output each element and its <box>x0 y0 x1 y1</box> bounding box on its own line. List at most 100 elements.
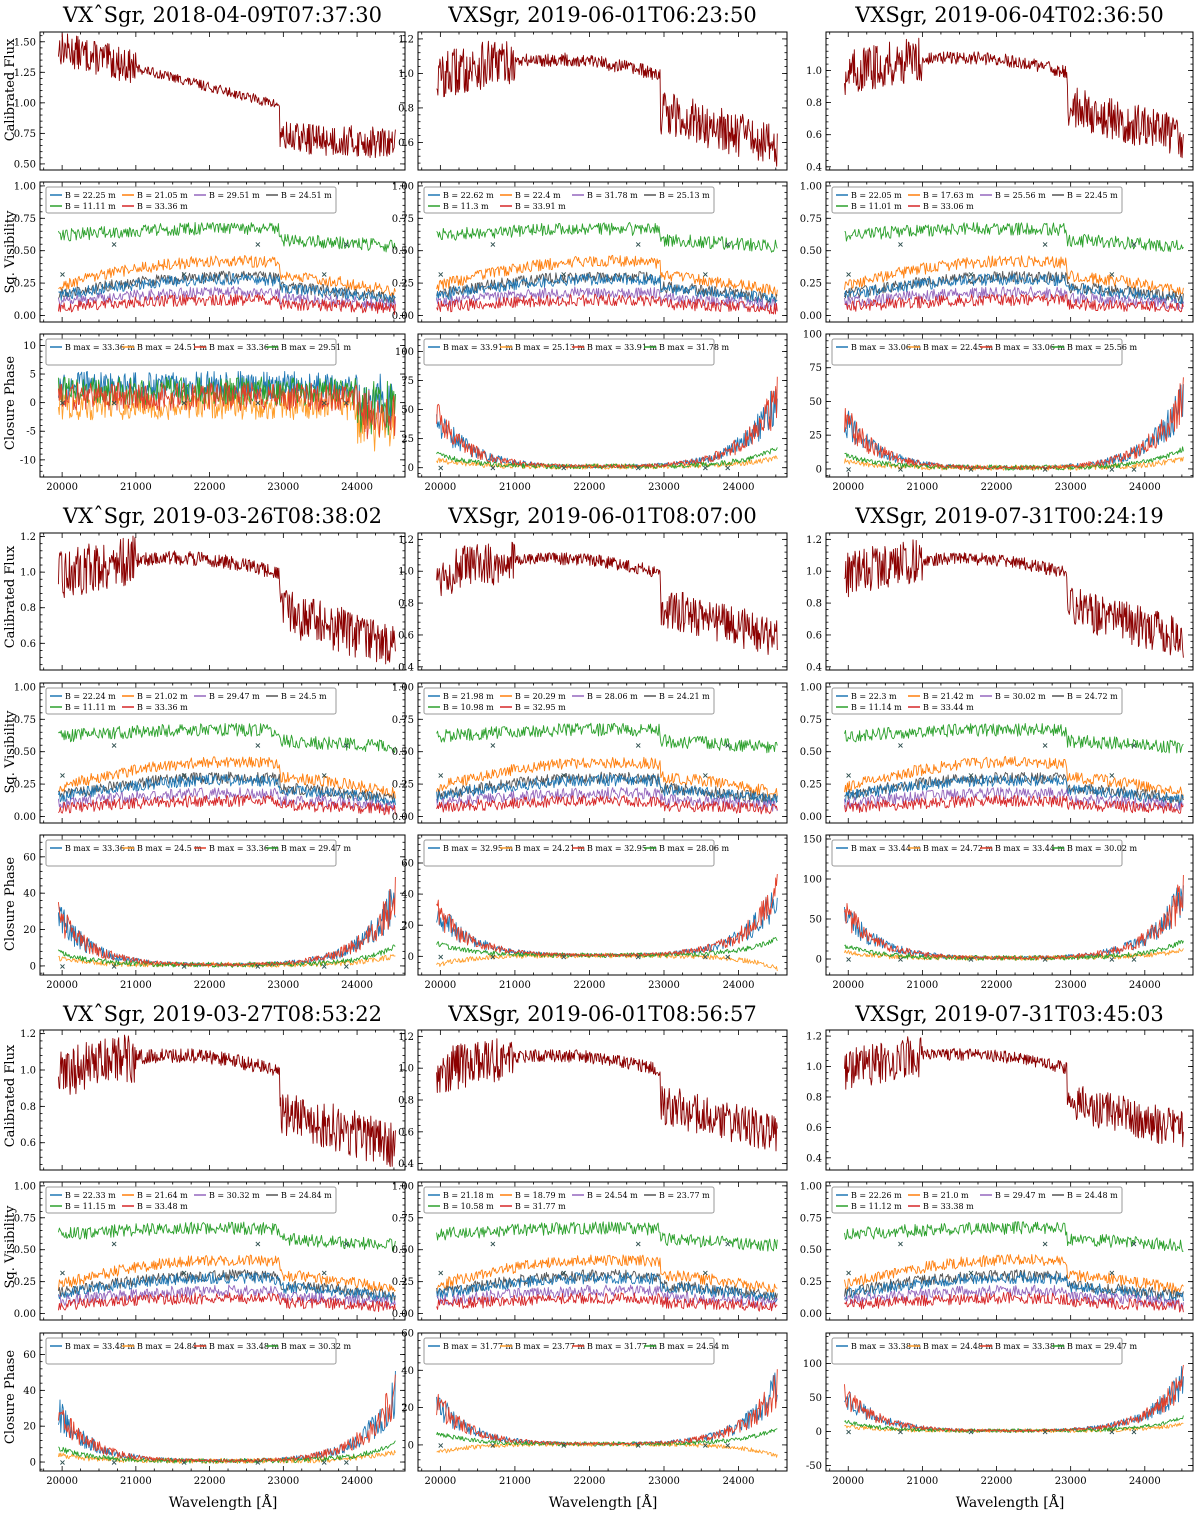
legend-entry: B max = 33.91 m <box>443 343 514 352</box>
closure-phase-marker: × <box>724 1441 731 1450</box>
closure-phase-series-3 <box>844 1364 1184 1433</box>
closure-phase-marker: × <box>1131 955 1138 964</box>
legend-entry: B = 33.36 m <box>137 703 188 712</box>
y-tick-label: 1.0 <box>398 69 414 80</box>
panel-4: VXˆSgr, 2019-03-26T08:38:02 0.6 0.8 1.0 1.2 0… <box>14 504 406 991</box>
x-tick-label: 21000 <box>120 482 152 493</box>
visibility-series-1 <box>57 774 396 806</box>
legend-entry: B = 22.33 m <box>65 1191 116 1200</box>
visibility-series-2 <box>436 254 778 298</box>
y-tick-label: 0.6 <box>806 130 822 141</box>
axes-frame <box>825 1332 1194 1472</box>
y-tick-label: 1.0 <box>806 567 822 578</box>
legend-box <box>45 1186 337 1214</box>
axes-frame <box>825 834 1194 976</box>
visibility-series-5 <box>436 1221 778 1252</box>
x-tick-label: 21000 <box>120 980 152 991</box>
y-tick-label: 0 <box>816 1427 822 1438</box>
x-tick-label: 21000 <box>120 1476 152 1487</box>
x-tick-label: 23000 <box>648 1476 680 1487</box>
closure-phase-marker: × <box>181 962 188 971</box>
visibility-marker: × <box>560 270 567 279</box>
legend-entry: B max = 33.36 m <box>209 844 280 853</box>
x-tick-label: 21000 <box>906 1476 938 1487</box>
visibility-series-1 <box>436 1272 778 1303</box>
closure-phase-marker: × <box>437 1441 444 1450</box>
y-tick-label: 0 <box>408 952 414 963</box>
legend-entry: B = 29.47 m <box>209 692 260 701</box>
visibility-series-4 <box>844 1269 1184 1302</box>
y-tick-label: 0 <box>408 1440 414 1451</box>
legend-box <box>831 1186 1123 1214</box>
legend-entry: B max = 31.77 m <box>443 1342 514 1351</box>
closure-phase-marker: × <box>59 399 66 408</box>
visibility-marker: × <box>111 240 118 249</box>
flux-spectrum-line <box>436 1038 778 1152</box>
y-tick-label: 0.8 <box>806 599 822 610</box>
closure-phase-series-3 <box>57 1374 396 1463</box>
visibility-series-1 <box>844 1271 1184 1302</box>
y-tick-label: 0.25 <box>392 279 414 290</box>
visibility-series-6 <box>844 294 1184 313</box>
vis-ylabel-1: Sq. Visibility <box>3 210 18 294</box>
visibility-series-5 <box>58 722 396 753</box>
visibility-series-1 <box>844 774 1184 806</box>
legend-entry: B = 11.3 m <box>443 202 489 211</box>
visibility-marker: × <box>1042 240 1049 249</box>
closure-phase-marker: × <box>490 1441 497 1450</box>
flux-spectrum-line <box>436 541 778 655</box>
visibility-series-5 <box>844 222 1184 253</box>
legend-entry: B = 33.36 m <box>137 202 188 211</box>
panel-title: VXˆSgr, 2019-03-26T08:38:02 <box>62 504 382 528</box>
panel-9: VXSgr, 2019-07-31T03:45:03 0.4 0.6 0.8 1.0 1.… <box>800 1002 1194 1487</box>
x-tick-label: 23000 <box>648 482 680 493</box>
x-tick-label: 22000 <box>981 1476 1013 1487</box>
visibility-series-3 <box>436 786 778 812</box>
y-tick-label: 0.25 <box>14 780 36 791</box>
axes-frame <box>825 682 1194 824</box>
closure-phase-series-4 <box>844 940 1184 961</box>
closure-phase-marker: × <box>59 1458 66 1467</box>
axes-frame <box>417 1332 788 1472</box>
visibility-marker: × <box>181 270 188 279</box>
legend-entry: B = 22.25 m <box>65 191 116 200</box>
legend-entry: B = 24.84 m <box>281 1191 332 1200</box>
y-tick-label: 0.50 <box>392 246 414 257</box>
visibility-marker: × <box>845 1269 852 1278</box>
panel-title: VXˆSgr, 2019-03-27T08:53:22 <box>62 1002 382 1026</box>
legend-entry: B = 11.15 m <box>65 1202 116 1211</box>
visibility-marker: × <box>490 741 497 750</box>
closure-phase-marker: × <box>343 962 350 971</box>
closure-phase-series-1 <box>436 1372 778 1446</box>
closure-phase-series-4 <box>58 1440 396 1464</box>
legend-entry: B = 29.51 m <box>209 191 260 200</box>
visibility-series-1 <box>57 1272 396 1304</box>
y-tick-label: 0.50 <box>14 747 36 758</box>
flux-spectrum-line <box>844 1036 1184 1148</box>
visibility-series-6 <box>58 794 396 816</box>
visibility-marker: × <box>437 270 444 279</box>
y-tick-label: 40 <box>23 1386 36 1397</box>
closure-phase-marker: × <box>490 952 497 961</box>
y-tick-label: 0.50 <box>800 1245 822 1256</box>
closure-phase-series-3 <box>57 382 396 440</box>
panel-title: VXˆSgr, 2018-04-09T07:37:30 <box>62 3 382 27</box>
legend-entry: B = 11.12 m <box>851 1202 902 1211</box>
x-tick-label: 20000 <box>46 482 78 493</box>
visibility-series-5 <box>57 1221 396 1252</box>
legend-entry: B max = 29.51 m <box>281 343 352 352</box>
x-tick-label: 24000 <box>341 980 373 991</box>
visibility-marker: × <box>968 771 975 780</box>
panel-title: VXSgr, 2019-06-01T08:56:57 <box>447 1002 756 1026</box>
visibility-series-2 <box>57 1254 396 1293</box>
y-tick-label: 0.25 <box>14 279 36 290</box>
visibility-series-6 <box>436 794 778 815</box>
visibility-series-5 <box>436 221 778 253</box>
legend-box <box>45 186 337 214</box>
y-tick-label: 50 <box>809 1393 822 1404</box>
legend-entry: B = 25.56 m <box>995 191 1046 200</box>
axes-frame <box>825 181 1194 323</box>
legend-box <box>831 687 1123 715</box>
visibility-marker: × <box>968 1269 975 1278</box>
x-tick-label: 23000 <box>1055 980 1087 991</box>
